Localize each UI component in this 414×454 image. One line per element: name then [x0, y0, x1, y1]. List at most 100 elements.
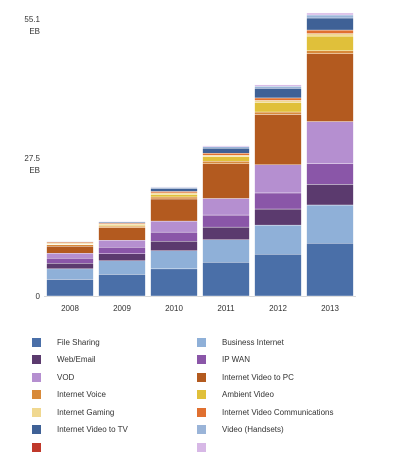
bar-segment-2008-6	[46, 244, 94, 247]
legend-label: VOD	[57, 372, 75, 382]
y-tick-unit: EB	[29, 166, 40, 175]
legend-item: Ambient Video	[197, 388, 274, 402]
bar-segment-2008-3	[46, 258, 94, 264]
legend-swatch	[197, 442, 206, 452]
bar-segment-2011-5	[202, 163, 250, 199]
legend-swatch	[197, 390, 206, 399]
bar-segment-2012-2	[254, 208, 302, 226]
bar-segment-2012-9	[254, 97, 302, 101]
bar-segment-2013-6	[306, 50, 354, 54]
bar-segment-2009-3	[98, 247, 146, 254]
bar-segment-2010-1	[150, 250, 198, 270]
legend-swatch	[32, 425, 41, 434]
bar-segment-2011-6	[202, 161, 250, 164]
bar-segment-2010-6	[150, 196, 198, 200]
bar-segment-2011-11	[202, 146, 250, 149]
x-tick-label: 2011	[217, 304, 235, 313]
bar-segment-2013-9	[306, 29, 354, 34]
bar-segment-2010-2	[150, 240, 198, 251]
bar-segment-2012-5	[254, 114, 302, 165]
legend-item: Internet Video Communications	[197, 405, 333, 419]
bar-segment-2009-13	[98, 220, 146, 222]
bar-segment-2013-0	[306, 243, 354, 297]
bar-segment-2011-3	[202, 214, 250, 228]
legend-swatch	[32, 407, 41, 417]
bar-segment-2013-4	[306, 121, 354, 164]
bar-segment-2013-5	[306, 53, 354, 122]
bar-segment-2012-7	[254, 102, 302, 113]
bar-segment-2013-7	[306, 35, 354, 51]
bar-segment-2009-2	[98, 253, 146, 262]
y-tick-unit: EB	[29, 27, 40, 36]
legend-swatch	[197, 425, 206, 434]
bar-segment-2012-0	[254, 254, 302, 297]
bar-segment-2008-5	[46, 246, 94, 254]
legend-label: Video (Handsets)	[222, 425, 284, 434]
legend-item: Internet Gaming	[32, 405, 114, 419]
bar-segment-2011-1	[202, 239, 250, 263]
legend-swatch	[197, 337, 206, 347]
x-tick-label: 2009	[113, 304, 131, 313]
bar-segment-2010-4	[150, 220, 198, 233]
x-tick-label: 2012	[269, 304, 287, 313]
bar-segment-2010-10	[150, 188, 198, 192]
bar-segment-2009-6	[98, 225, 146, 228]
legend-swatch	[32, 355, 41, 364]
x-tick-label: 2010	[165, 304, 183, 313]
legend-item: Internet Voice	[32, 388, 106, 402]
bar-segment-2010-3	[150, 231, 198, 242]
bar-segment-2011-10	[202, 147, 250, 154]
legend-swatch	[32, 337, 41, 347]
bar-segment-2011-9	[202, 153, 250, 156]
bar-segment-2011-0	[202, 262, 250, 297]
bar-segment-2008-0	[46, 279, 94, 297]
legend-item: Video (Handsets)	[197, 423, 284, 437]
bar-segment-2009-5	[98, 227, 146, 241]
legend-swatch	[32, 372, 41, 382]
bar-segment-2008-11	[46, 240, 94, 242]
legend-label: Business Internet	[222, 337, 284, 347]
legend-label: Internet Voice	[57, 390, 106, 399]
legend-item: Web/Email	[32, 353, 96, 367]
legend-label: Ambient Video	[222, 390, 274, 399]
bar-segment-2011-13	[202, 145, 250, 147]
bar-segment-2012-10	[254, 88, 302, 99]
legend-item	[197, 440, 222, 454]
bar-segment-2010-7	[150, 194, 198, 198]
y-tick-label: 0	[36, 292, 41, 301]
legend-item: Internet Video to PC	[197, 370, 294, 384]
legend-label: Internet Video to TV	[57, 425, 128, 434]
bar-segment-2012-8	[254, 100, 302, 103]
legend-label: File Sharing	[57, 337, 100, 347]
stacked-bar-chart: 55.1 EB 27.5 EB 0 2008 2009 2010 2011 2012 2013	[24, 12, 356, 313]
legend-swatch	[197, 355, 206, 364]
legend-item: VOD	[32, 370, 74, 384]
y-tick-label: 55.1	[24, 15, 40, 24]
legend-label: Internet Gaming	[57, 407, 115, 417]
legend-label: Internet Video to PC	[222, 372, 294, 382]
bar-segment-2009-0	[98, 274, 146, 297]
bar-segment-2013-13	[306, 12, 354, 16]
bar-segment-2011-2	[202, 226, 250, 240]
bar-segment-2009-1	[98, 260, 146, 275]
bar-segment-2008-4	[46, 253, 94, 259]
legend-item: IP WAN	[197, 353, 250, 367]
legend-swatch	[197, 372, 206, 382]
y-tick-label: 27.5	[24, 154, 40, 163]
bar-segment-2008-1	[46, 268, 94, 280]
legend-swatch	[197, 407, 206, 417]
legend-item: File Sharing	[32, 335, 100, 349]
x-tick-label: 2013	[321, 304, 339, 313]
bar-segment-2009-4	[98, 239, 146, 248]
legend-swatch	[32, 390, 41, 399]
bar-segment-2010-13	[150, 186, 198, 188]
bar-segment-2012-4	[254, 164, 302, 194]
bar-segment-2013-1	[306, 204, 354, 244]
bar-segment-2010-9	[150, 191, 198, 194]
bar-segment-2013-2	[306, 184, 354, 206]
bar-segment-2012-11	[254, 86, 302, 89]
bar-segment-2013-8	[306, 33, 354, 37]
legend-label: Internet Video Communications	[222, 407, 334, 417]
legend-label: Web/Email	[57, 355, 96, 364]
bar-segment-2010-0	[150, 268, 198, 297]
